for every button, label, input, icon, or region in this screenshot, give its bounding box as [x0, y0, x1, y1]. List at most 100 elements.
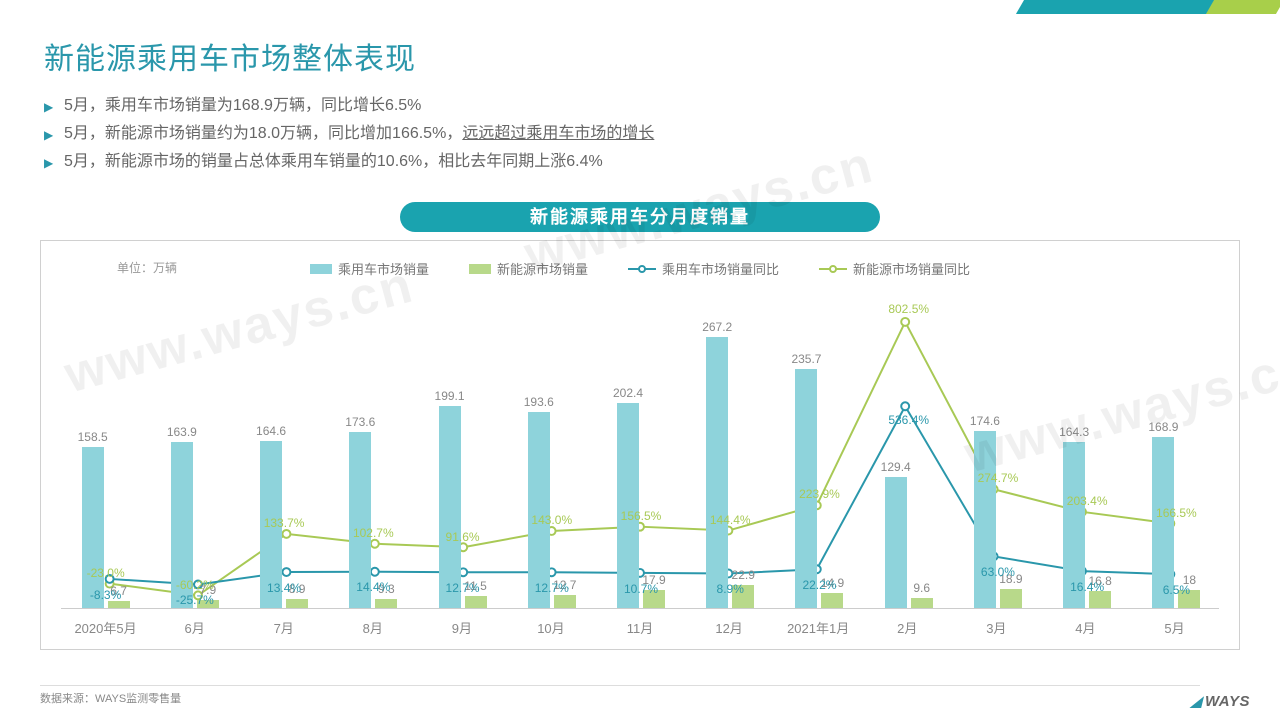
bar-passenger [528, 412, 550, 608]
bar-nev [465, 596, 487, 608]
line-label-pv: -25.7% [176, 593, 214, 607]
legend-label: 乘用车市场销量 [338, 259, 429, 278]
xaxis-tick: 11月 [595, 609, 684, 649]
line-label-nev: -60.2% [176, 578, 214, 592]
bullet-item: 5月，乘用车市场销量为168.9万辆，同比增长6.5% [44, 92, 654, 120]
xaxis-tick: 12月 [685, 609, 774, 649]
line-label-pv: 6.5% [1163, 583, 1190, 597]
chart-lines [61, 291, 1219, 608]
bar-label: 174.6 [970, 414, 1000, 428]
marker-pv [901, 402, 909, 410]
xaxis-tick: 4月 [1041, 609, 1130, 649]
marker-pv [282, 568, 290, 576]
bar-label: 163.9 [167, 425, 197, 439]
legend-item: 乘用车市场销量同比 [628, 259, 779, 278]
chart-container: 单位：万辆 乘用车市场销量新能源市场销量乘用车市场销量同比新能源市场销量同比 1… [40, 240, 1240, 650]
line-label-nev: 133.7% [264, 516, 305, 530]
bullet-item: 5月，新能源市场的销量占总体乘用车销量的10.6%，相比去年同期上涨6.4% [44, 148, 654, 176]
xaxis-tick: 2月 [863, 609, 952, 649]
legend-item: 新能源市场销量同比 [819, 259, 970, 278]
line-label-pv: 12.7% [535, 581, 569, 595]
footnote: 数据来源：WAYS监测零售量 [40, 690, 181, 706]
xaxis-tick: 10月 [506, 609, 595, 649]
bar-passenger [885, 477, 907, 608]
line-label-pv: 14.4% [356, 580, 390, 594]
line-label-nev: 203.4% [1067, 494, 1108, 508]
line-label-pv: 8.9% [717, 582, 744, 596]
swatch-bar-icon [469, 264, 491, 274]
swatch-bar-icon [310, 264, 332, 274]
bar-nev [911, 598, 933, 608]
bar-label: 235.7 [791, 352, 821, 366]
bar-label: 129.4 [881, 460, 911, 474]
legend-label: 乘用车市场销量同比 [662, 259, 779, 278]
xaxis-tick: 5月 [1130, 609, 1219, 649]
line-label-nev: 274.7% [978, 471, 1019, 485]
bar-label: 199.1 [435, 389, 465, 403]
line-label-nev: 166.5% [1156, 506, 1197, 520]
bar-nev [821, 593, 843, 608]
bar-passenger [439, 406, 461, 608]
xaxis-tick: 3月 [952, 609, 1041, 649]
line-label-nev: 802.5% [888, 302, 929, 316]
chart-plot: 158.56.7163.97.9164.68.9173.69.3199.111.… [61, 291, 1219, 609]
marker-pv [371, 568, 379, 576]
header-ribbon [1020, 0, 1280, 14]
line-label-nev: 144.4% [710, 513, 751, 527]
bar-label: 267.2 [702, 320, 732, 334]
line-label-pv: 12.7% [446, 581, 480, 595]
bar-label: 9.6 [913, 581, 930, 595]
bar-nev [108, 601, 130, 608]
bar-nev [375, 599, 397, 608]
logo: WAYS [1191, 693, 1250, 710]
bar-nev [1000, 589, 1022, 608]
legend-item: 新能源市场销量 [469, 259, 588, 278]
footer-divider [40, 685, 1200, 686]
marker-nev [901, 318, 909, 326]
xaxis-tick: 2020年5月 [61, 609, 150, 649]
line-label-nev: 223.9% [799, 487, 840, 501]
xaxis-tick: 2021年1月 [774, 609, 863, 649]
bullet-item: 5月，新能源市场销量约为18.0万辆，同比增加166.5%，远远超过乘用车市场的… [44, 120, 654, 148]
line-label-nev: 143.0% [531, 513, 572, 527]
legend-item: 乘用车市场销量 [310, 259, 429, 278]
chart-xaxis: 2020年5月6月7月8月9月10月11月12月2021年1月2月3月4月5月 [61, 609, 1219, 649]
bar-nev [286, 599, 308, 608]
bar-passenger [617, 403, 639, 608]
swatch-line-icon [819, 268, 847, 270]
legend-label: 新能源市场销量 [497, 259, 588, 278]
line-label-nev: 102.7% [353, 526, 394, 540]
bar-label: 168.9 [1148, 420, 1178, 434]
bullet-list: 5月，乘用车市场销量为168.9万辆，同比增长6.5%5月，新能源市场销量约为1… [44, 92, 654, 176]
line-label-pv: 10.7% [624, 582, 658, 596]
line-label-pv: 16.4% [1070, 580, 1104, 594]
bar-passenger [82, 447, 104, 608]
legend-label: 新能源市场销量同比 [853, 259, 970, 278]
bar-label: 164.6 [256, 424, 286, 438]
bar-passenger [706, 337, 728, 608]
line-label-pv: -8.3% [90, 588, 121, 602]
bar-label: 202.4 [613, 386, 643, 400]
line-label-pv: 22.2% [802, 578, 836, 592]
marker-nev [282, 530, 290, 538]
chart-title: 新能源乘用车分月度销量 [400, 202, 880, 232]
line-label-nev: -23.0% [87, 566, 125, 580]
page-title: 新能源乘用车市场整体表现 [44, 34, 416, 78]
swatch-line-icon [628, 268, 656, 270]
bar-label: 193.6 [524, 395, 554, 409]
bar-nev [554, 595, 576, 608]
line-label-pv: 13.4% [267, 581, 301, 595]
xaxis-tick: 7月 [239, 609, 328, 649]
bar-label: 158.5 [78, 430, 108, 444]
chart-legend: 乘用车市场销量 新能源市场销量 乘用车市场销量同比 新能源市场销量同比 [41, 259, 1239, 278]
line-label-pv: 536.4% [888, 413, 929, 427]
xaxis-tick: 6月 [150, 609, 239, 649]
line-label-nev: 91.6% [446, 530, 480, 544]
line-label-nev: 156.5% [621, 509, 662, 523]
xaxis-tick: 8月 [328, 609, 417, 649]
xaxis-tick: 9月 [417, 609, 506, 649]
line-label-pv: 63.0% [981, 565, 1015, 579]
marker-nev [371, 540, 379, 548]
bar-label: 173.6 [345, 415, 375, 429]
bar-label: 164.3 [1059, 425, 1089, 439]
